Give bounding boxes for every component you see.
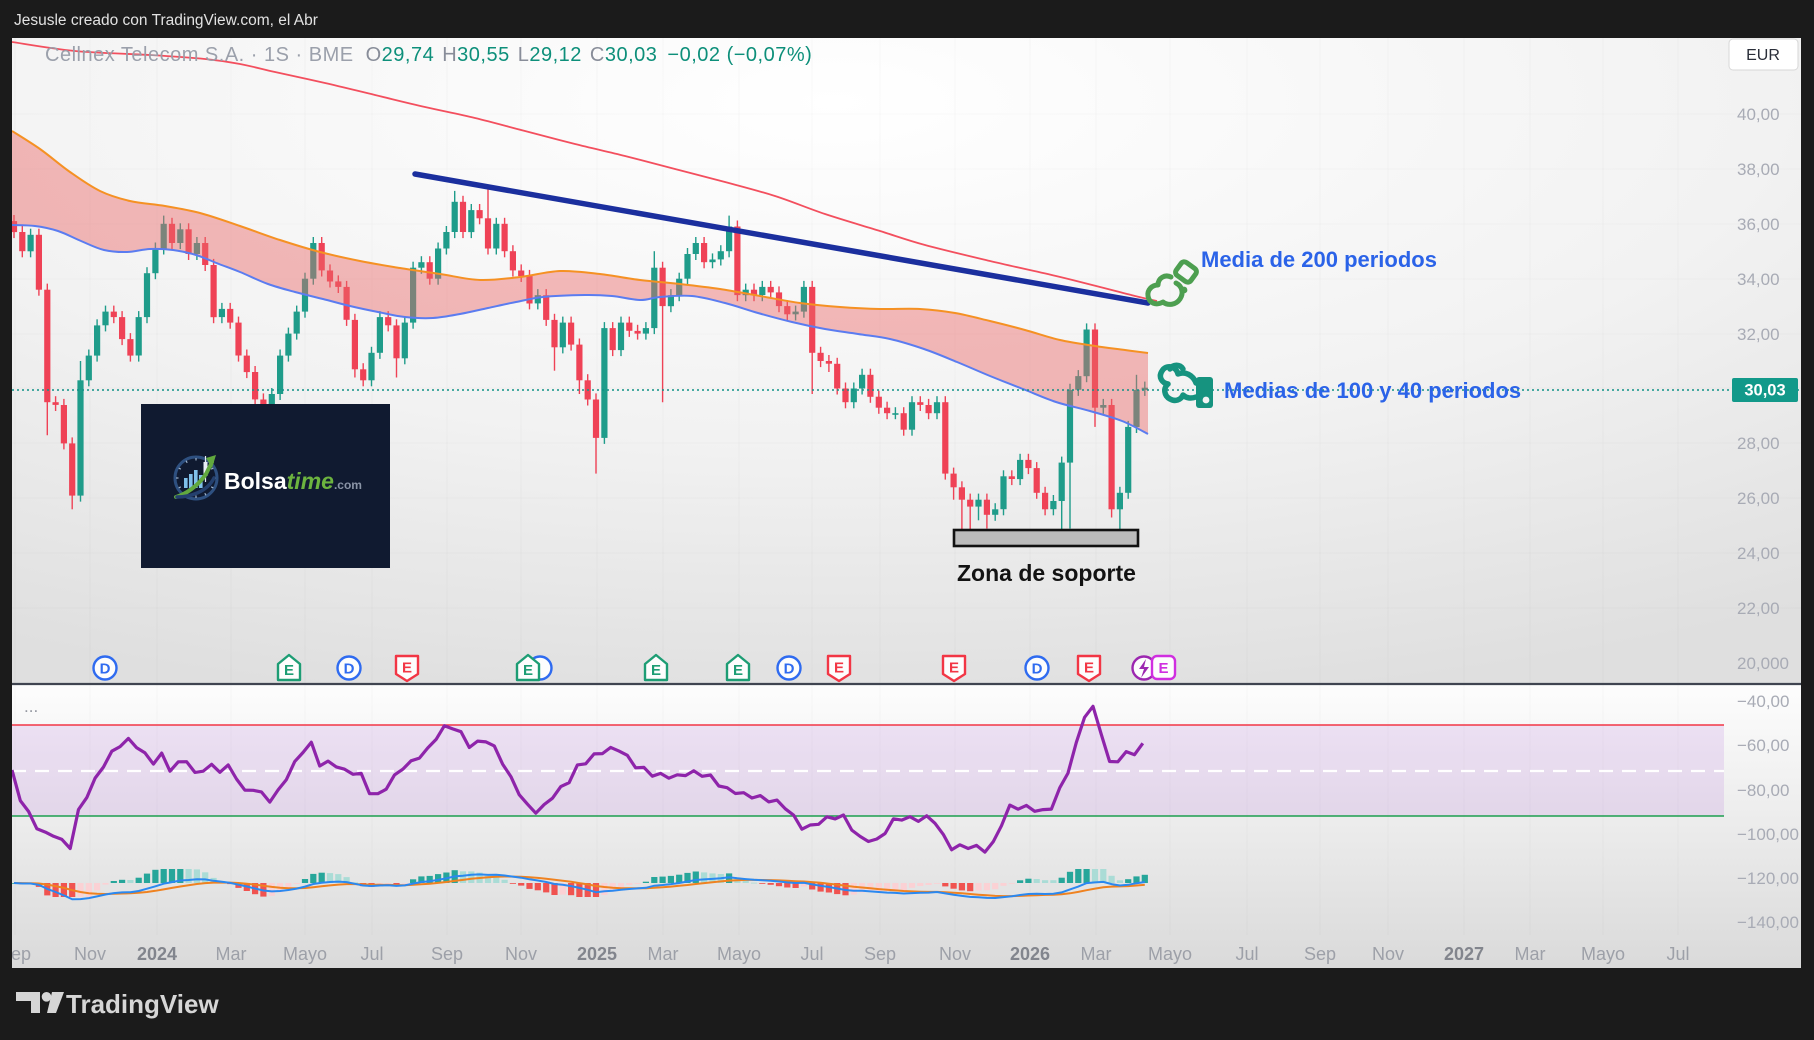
svg-text:Nov: Nov [74,944,106,964]
svg-text:E: E [733,662,743,679]
svg-text:D: D [1032,661,1043,678]
svg-text:36,00: 36,00 [1737,215,1780,234]
svg-text:Sep: Sep [864,944,896,964]
svg-text:TradingView: TradingView [66,989,219,1019]
svg-text:Mayo: Mayo [717,944,761,964]
svg-text:34,00: 34,00 [1737,270,1780,289]
svg-text:Mar: Mar [1081,944,1112,964]
svg-text:E: E [402,660,412,677]
svg-text:Jul: Jul [360,944,383,964]
svg-text:2026: 2026 [1010,944,1050,964]
svg-text:E: E [651,662,661,679]
svg-text:−100,00: −100,00 [1737,825,1799,844]
svg-text:Jul: Jul [800,944,823,964]
svg-text:Sep: Sep [0,944,31,964]
svg-text:Jul: Jul [1666,944,1689,964]
svg-text:Cellnex Telecom S.A. · 1S · BM: Cellnex Telecom S.A. · 1S · BME O29,74 H30… [45,44,812,66]
svg-text:Medias de 100 y 40 periodos: Medias de 100 y 40 periodos [1224,378,1521,403]
svg-text:2027: 2027 [1444,944,1484,964]
svg-text:Mayo: Mayo [1148,944,1192,964]
svg-text:Mar: Mar [216,944,247,964]
svg-text:30,03: 30,03 [1744,382,1785,400]
svg-text:20,000: 20,000 [1737,654,1789,673]
svg-text:E: E [949,660,959,677]
svg-text:E: E [284,662,294,679]
svg-text:−40,00: −40,00 [1737,692,1789,711]
svg-text:Mar: Mar [648,944,679,964]
svg-text:Media de 200 periodos: Media de 200 periodos [1201,247,1437,272]
svg-text:28,00: 28,00 [1737,434,1780,453]
svg-text:Nov: Nov [505,944,537,964]
svg-text:...: ... [24,697,38,716]
svg-text:EUR: EUR [1746,47,1780,64]
svg-text:Nov: Nov [939,944,971,964]
svg-text:2025: 2025 [577,944,617,964]
svg-text:E: E [523,662,533,679]
svg-text:2024: 2024 [137,944,177,964]
svg-text:E: E [1084,660,1094,677]
svg-text:−140,00: −140,00 [1737,913,1799,932]
svg-text:24,00: 24,00 [1737,544,1780,563]
svg-text:Zona de soporte: Zona de soporte [957,560,1136,586]
svg-text:38,00: 38,00 [1737,160,1780,179]
svg-text:−60,00: −60,00 [1737,736,1789,755]
svg-text:D: D [344,661,355,678]
svg-text:−80,00: −80,00 [1737,781,1789,800]
svg-text:D: D [100,661,111,678]
svg-text:Mayo: Mayo [283,944,327,964]
svg-text:Nov: Nov [1372,944,1404,964]
svg-text:E: E [1158,660,1168,677]
svg-text:26,00: 26,00 [1737,489,1780,508]
svg-text:Jul: Jul [1235,944,1258,964]
svg-text:40,00: 40,00 [1737,105,1780,124]
svg-text:D: D [784,661,795,678]
svg-text:Mayo: Mayo [1581,944,1625,964]
svg-text:Mar: Mar [1515,944,1546,964]
svg-text:−120,00: −120,00 [1737,869,1799,888]
svg-text:32,00: 32,00 [1737,325,1780,344]
svg-text:Jesusle creado con TradingView: Jesusle creado con TradingView.com, el A… [14,12,318,29]
svg-text:Sep: Sep [431,944,463,964]
svg-text:E: E [834,660,844,677]
svg-text:Sep: Sep [1304,944,1336,964]
svg-text:22,00: 22,00 [1737,599,1780,618]
